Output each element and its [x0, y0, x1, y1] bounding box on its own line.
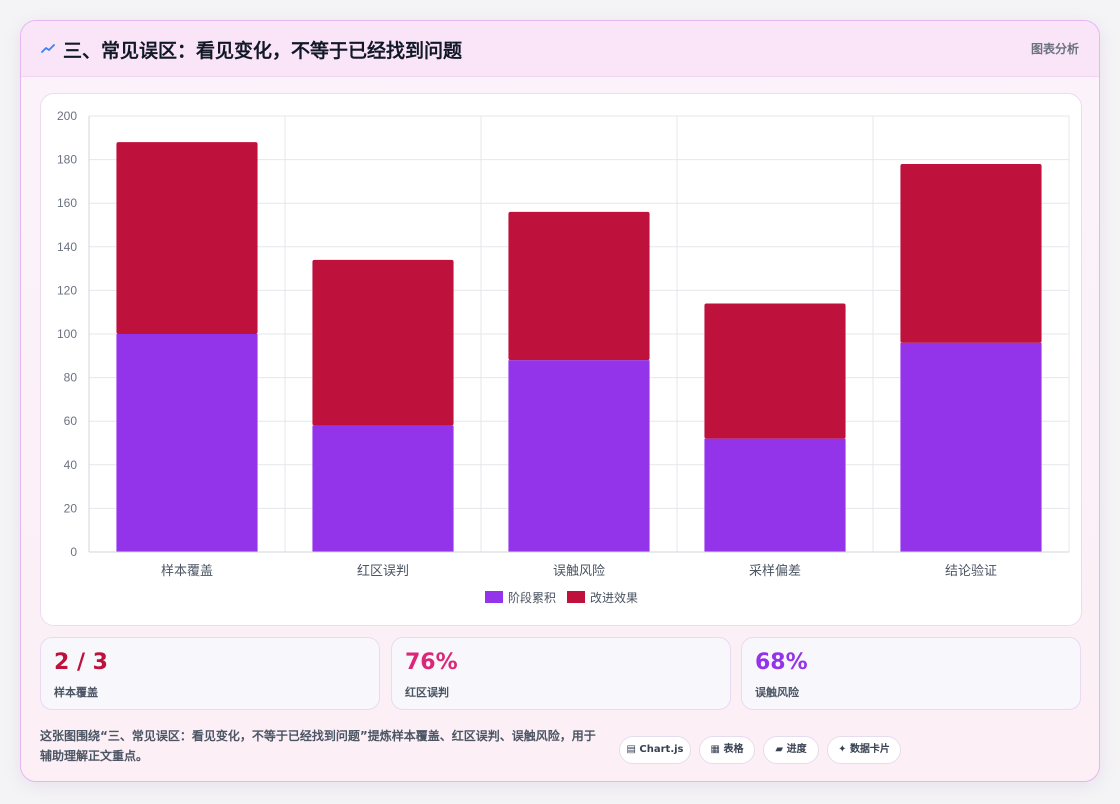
chart-analysis-tag: 图表分析 [1030, 42, 1079, 56]
trend-line-icon [41, 44, 55, 53]
progress-icon: ▰ [775, 744, 784, 755]
stat-label: 红区误判 [405, 686, 449, 699]
x-tick-label: 误触风险 [553, 564, 605, 579]
pill-data-card[interactable]: ✦ 数据卡片 [827, 736, 901, 764]
bar-improvement-effect [704, 303, 846, 439]
y-tick-label: 200 [57, 109, 77, 123]
bar-improvement-effect [900, 163, 1042, 343]
pill-label: 表格 [723, 744, 744, 755]
y-tick-label: 140 [57, 240, 77, 254]
y-tick-label: 40 [64, 458, 78, 472]
x-tick-label: 采样偏差 [749, 564, 801, 579]
pill-label: 进度 [786, 744, 807, 755]
y-tick-label: 80 [64, 371, 78, 385]
x-tick-label: 红区误判 [357, 563, 409, 579]
y-tick-label: 100 [57, 327, 77, 341]
chart-card: 三、常见误区：看见变化，不等于已经找到问题 图表分析 0 20 40 60 80 100 1… [20, 20, 1100, 782]
table-icon: ▦ [710, 744, 720, 755]
x-tick-label: 结论验证 [945, 563, 997, 579]
y-tick-label: 0 [70, 545, 77, 559]
stacked-bar-chart: 0 20 40 60 80 100 120 140 160 180 200 样本覆盖 红区误判 误触风险 采… [57, 109, 1070, 605]
bar-stage-cumulative [900, 342, 1042, 552]
stat-card-sample-coverage: 2 / 3 样本覆盖 [40, 637, 380, 710]
sparkle-icon: ✦ [838, 744, 847, 755]
stat-label: 误触风险 [755, 686, 799, 699]
bar-improvement-effect [116, 142, 258, 334]
legend-swatch [485, 591, 503, 603]
stat-value: 68% [755, 650, 808, 675]
stat-label: 样本覆盖 [54, 686, 98, 699]
bar-improvement-effect [312, 259, 454, 426]
page-title: 三、常见误区：看见变化，不等于已经找到问题 [63, 40, 463, 62]
pill-progress[interactable]: ▰ 进度 [763, 736, 819, 764]
legend-label: 阶段累积 [508, 590, 556, 605]
x-tick-label: 样本覆盖 [161, 564, 213, 579]
stat-card-red-zone: 76% 红区误判 [391, 637, 731, 710]
bar-stage-cumulative [312, 425, 454, 552]
chart-description: 这张图围绕“三、常见误区：看见变化，不等于已经找到问题”提炼样本覆盖、红区误判、… [40, 729, 596, 763]
stat-card-touch-risk: 68% 误触风险 [741, 637, 1081, 710]
chart-container: 0 20 40 60 80 100 120 140 160 180 200 样本覆盖 红区误判 误触风险 采… [40, 93, 1082, 626]
pill-label: Chart.js [639, 744, 684, 755]
stat-value: 76% [405, 650, 458, 675]
y-tick-label: 120 [57, 283, 77, 297]
bar-stage-cumulative [116, 334, 258, 552]
bar-stage-cumulative [508, 360, 650, 552]
chart-icon: ▤ [626, 744, 636, 755]
legend-label: 改进效果 [590, 590, 638, 605]
legend-swatch [567, 591, 585, 603]
bar-stage-cumulative [704, 438, 846, 552]
bar-improvement-effect [508, 211, 650, 361]
y-tick-label: 180 [57, 153, 77, 167]
pill-table[interactable]: ▦ 表格 [699, 736, 755, 764]
pill-chartjs[interactable]: ▤ Chart.js [619, 736, 691, 764]
stat-value: 2 / 3 [54, 650, 108, 675]
y-tick-label: 20 [64, 501, 78, 515]
pill-label: 数据卡片 [849, 744, 890, 755]
y-tick-label: 60 [64, 414, 78, 428]
y-tick-label: 160 [57, 196, 77, 210]
card-header: 三、常见误区：看见变化，不等于已经找到问题 图表分析 [21, 21, 1099, 77]
